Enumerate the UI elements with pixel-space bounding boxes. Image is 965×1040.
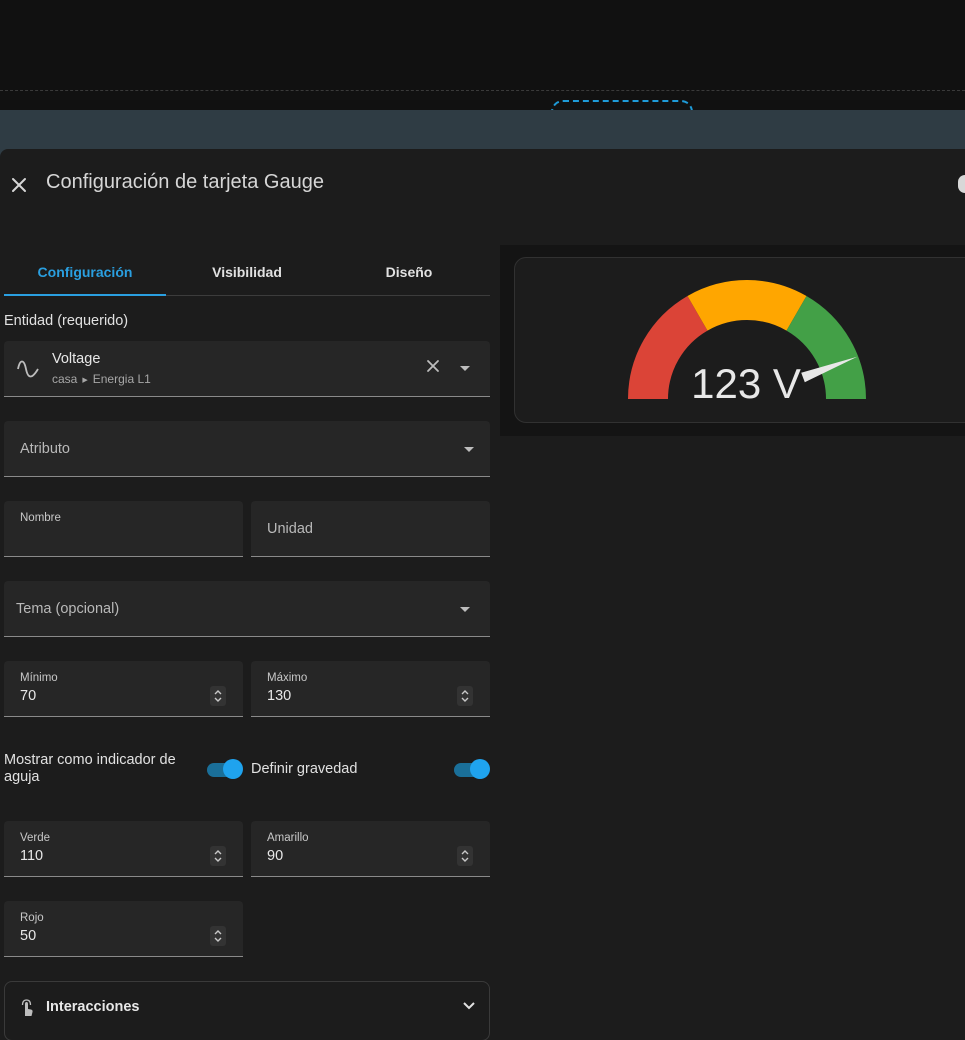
- dialog-title: Configuración de tarjeta Gauge: [46, 171, 324, 193]
- theme-label: Tema (opcional): [16, 601, 120, 617]
- needle-toggle[interactable]: [207, 758, 243, 780]
- stepper-arrows-icon: [214, 930, 222, 942]
- severity-toggle-label: Definir gravedad: [251, 761, 358, 777]
- dropdown-arrow-icon: [464, 447, 474, 452]
- red-field[interactable]: Rojo 50: [4, 901, 243, 957]
- card-config-dialog: Configuración de tarjeta Gauge Configura…: [0, 149, 965, 1040]
- gauge-value-text: 123 V: [691, 360, 801, 407]
- maximum-label: Máximo: [267, 672, 308, 684]
- tab-visibility[interactable]: Visibilidad: [212, 264, 282, 280]
- tab-layout[interactable]: Diseño: [385, 264, 433, 280]
- chevron-down-icon[interactable]: [461, 999, 477, 1013]
- unit-label: Unidad: [267, 521, 313, 537]
- yellow-field[interactable]: Amarillo 90: [251, 821, 490, 877]
- stepper-arrows-icon: [461, 850, 469, 862]
- theme-select[interactable]: Tema (opcional): [4, 581, 490, 637]
- stepper-arrows-icon: [461, 690, 469, 702]
- gauge-card-preview: 123 V: [514, 257, 965, 423]
- red-value: 50: [20, 928, 37, 944]
- dashboard-top-area: [0, 0, 965, 110]
- entity-area: casa: [52, 372, 78, 386]
- yellow-label: Amarillo: [267, 832, 309, 844]
- card-preview-pane: 123 V: [500, 245, 965, 436]
- entity-picker[interactable]: Voltage casa ▶ Energia L1: [4, 341, 490, 397]
- dropdown-arrow-icon[interactable]: [460, 366, 470, 371]
- gauge: 123 V: [628, 280, 866, 407]
- close-icon: [12, 178, 26, 192]
- config-tabs: Configuración Visibilidad Diseño: [4, 249, 490, 296]
- minimum-stepper[interactable]: [210, 686, 226, 706]
- attribute-select[interactable]: Atributo: [4, 421, 490, 477]
- gauge-needle: [801, 356, 858, 383]
- red-stepper[interactable]: [210, 926, 226, 946]
- name-label: Nombre: [20, 512, 61, 524]
- minimum-field[interactable]: Mínimo 70: [4, 661, 243, 717]
- sine-wave-icon: [17, 360, 39, 378]
- maximum-value: 130: [267, 688, 292, 704]
- gauge-segment-yellow: [687, 280, 807, 331]
- dashboard-divider: [0, 90, 965, 91]
- close-button[interactable]: [6, 172, 32, 198]
- toggle-knob: [223, 759, 243, 779]
- green-field[interactable]: Verde 110: [4, 821, 243, 877]
- yellow-stepper[interactable]: [457, 846, 473, 866]
- entity-section-label: Entidad (requerido): [4, 313, 129, 329]
- minimum-label: Mínimo: [20, 672, 58, 684]
- entity-name: Voltage: [52, 351, 101, 367]
- green-label: Verde: [20, 832, 51, 844]
- toggle-knob: [470, 759, 490, 779]
- stepper-arrows-icon: [214, 850, 222, 862]
- dropdown-arrow-icon: [460, 607, 470, 612]
- minimum-value: 70: [20, 688, 37, 704]
- breadcrumb-separator-icon: ▶: [82, 377, 88, 384]
- gauge-segment-red: [628, 295, 709, 400]
- entity-breadcrumb: casa ▶ Energia L1: [52, 372, 151, 386]
- maximum-stepper[interactable]: [457, 686, 473, 706]
- attribute-label: Atributo: [20, 441, 70, 457]
- red-label: Rojo: [20, 912, 44, 924]
- gesture-tap-icon: [21, 999, 33, 1016]
- green-stepper[interactable]: [210, 846, 226, 866]
- maximum-field[interactable]: Máximo 130: [251, 661, 490, 717]
- stepper-arrows-icon: [214, 690, 222, 702]
- interactions-expander[interactable]: Interacciones: [4, 981, 490, 1040]
- needle-toggle-label: Mostrar como indicador de aguja: [4, 752, 176, 785]
- green-value: 110: [20, 848, 44, 864]
- name-field[interactable]: Nombre: [4, 501, 243, 557]
- severity-toggle[interactable]: [454, 758, 490, 780]
- tab-configuration[interactable]: Configuración: [4, 249, 166, 296]
- interactions-title: Interacciones: [46, 999, 140, 1015]
- unit-field[interactable]: Unidad: [251, 501, 490, 557]
- code-editor-toggle[interactable]: [958, 175, 965, 193]
- clear-icon[interactable]: [426, 359, 440, 373]
- gauge-segment-green: [785, 295, 866, 400]
- entity-device: Energia L1: [92, 372, 151, 386]
- yellow-value: 90: [267, 848, 284, 864]
